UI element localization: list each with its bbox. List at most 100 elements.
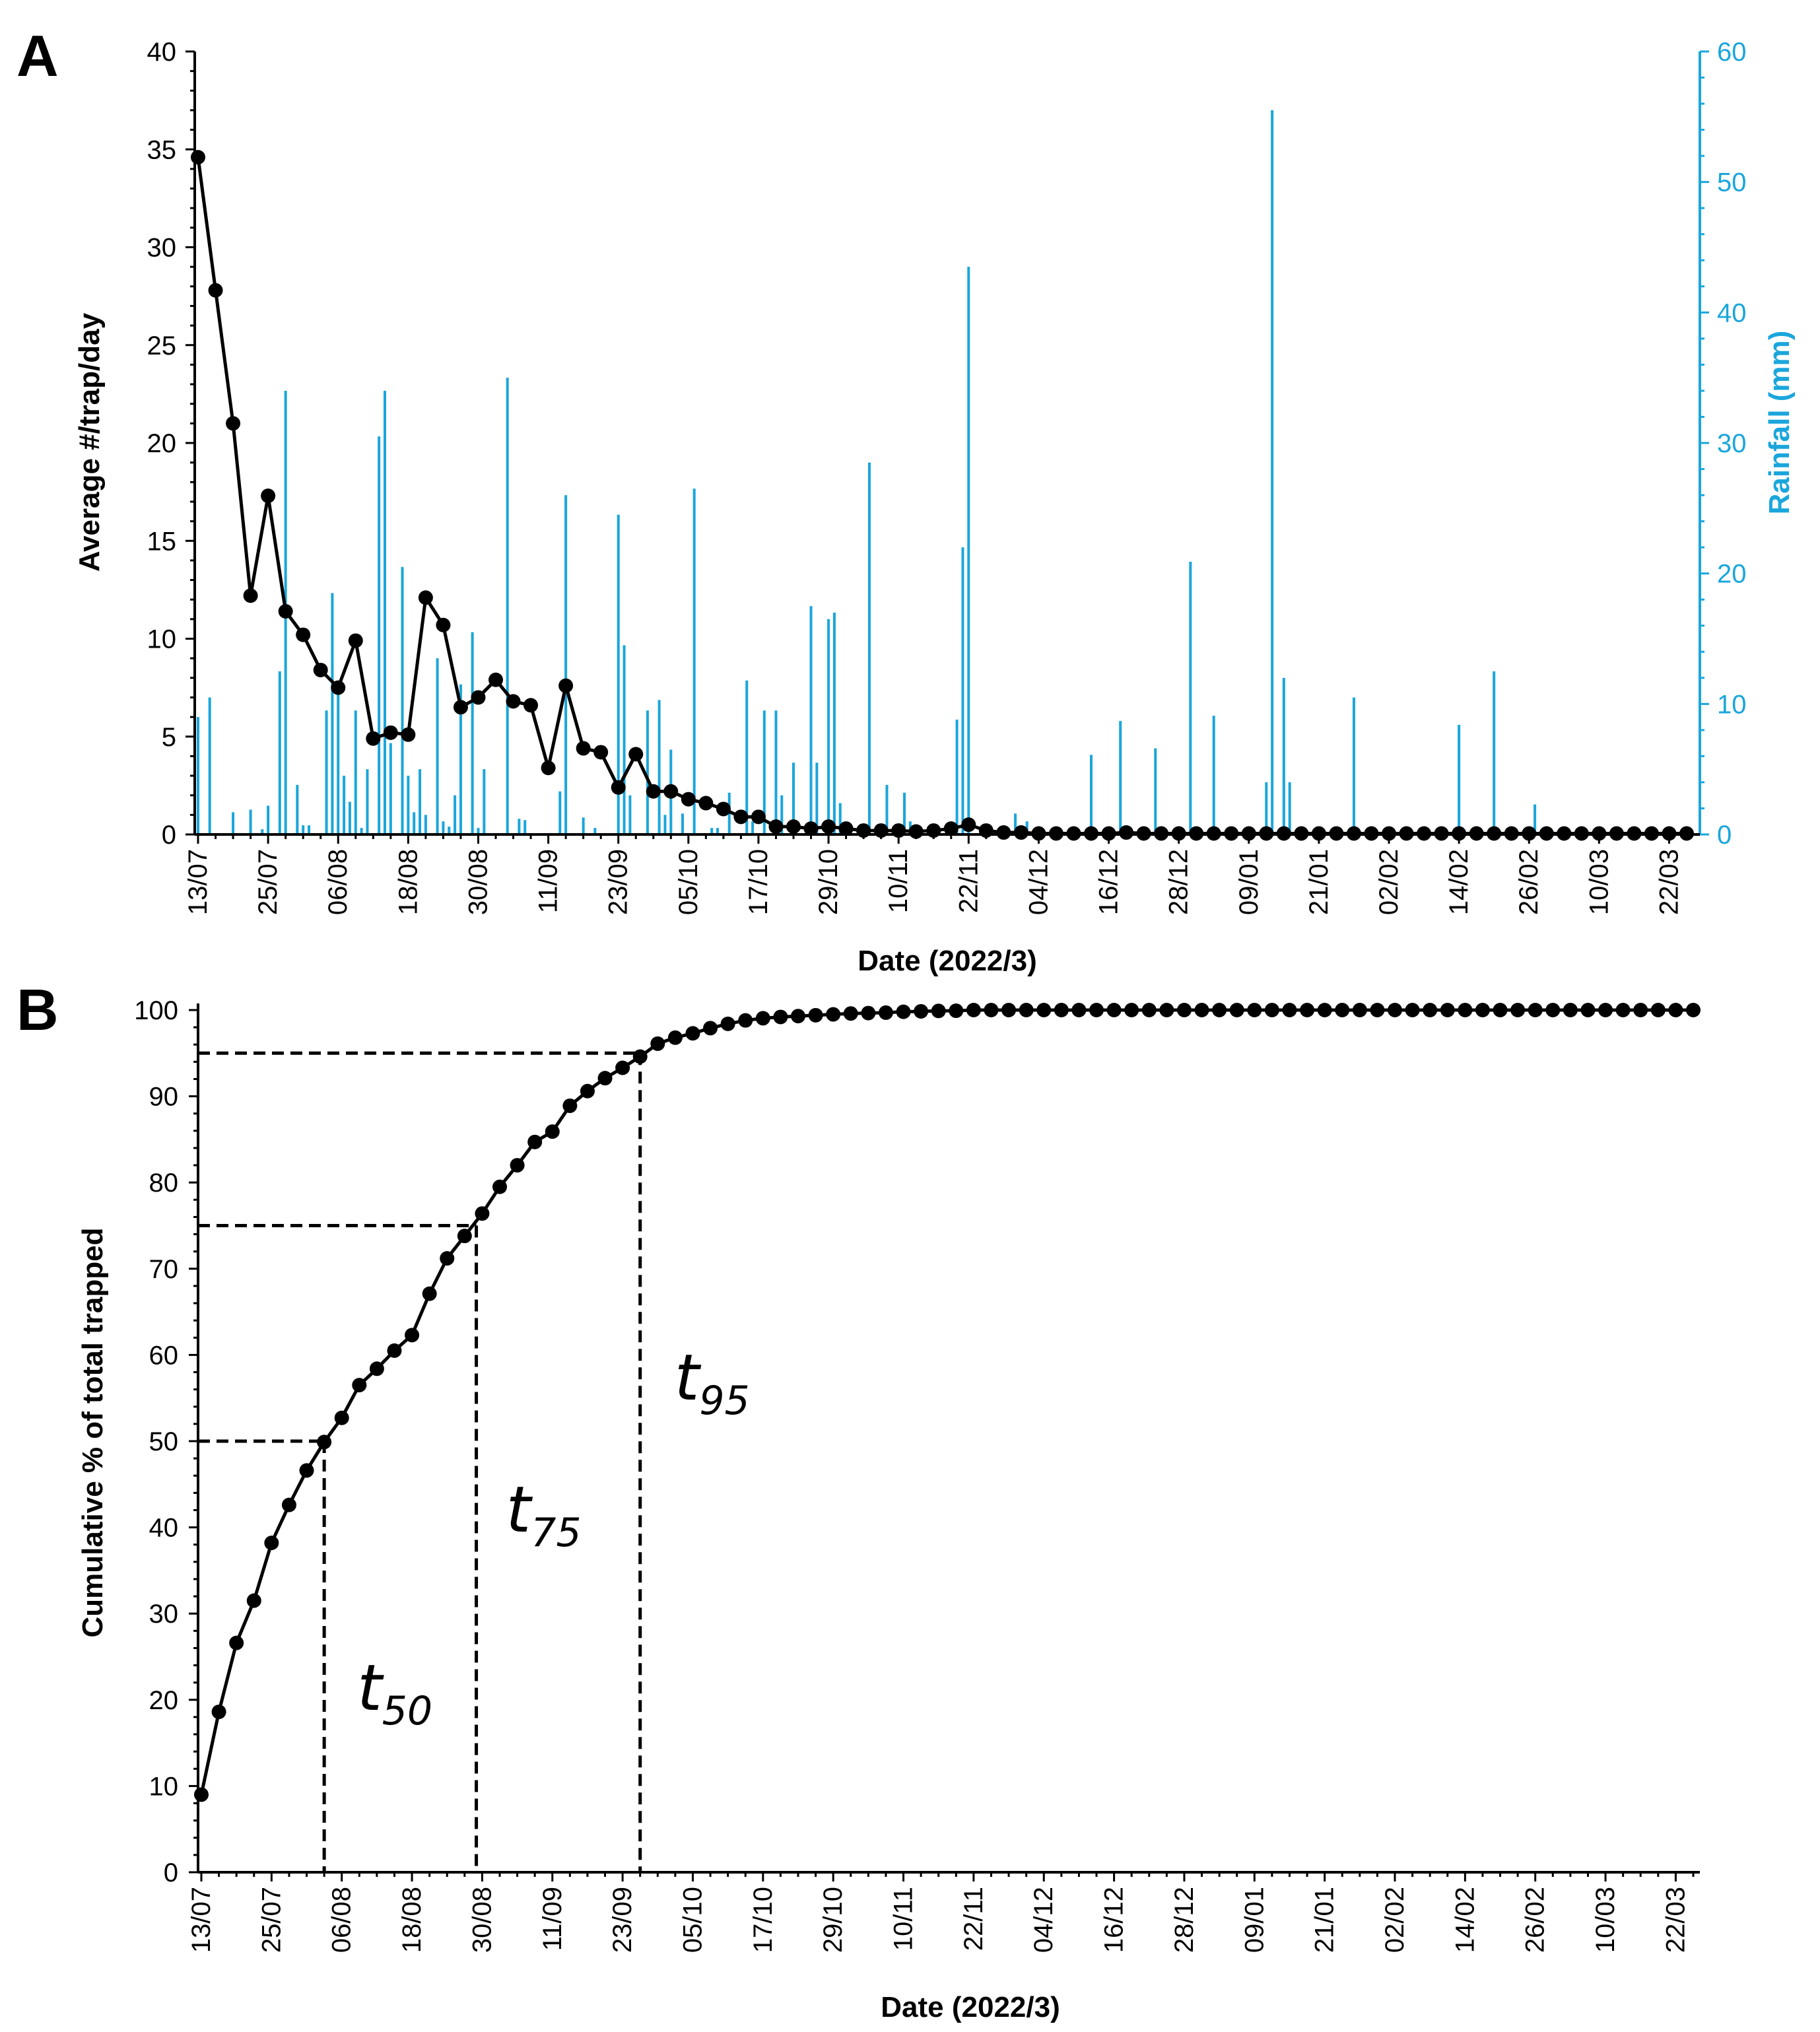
trap-average-point <box>1311 826 1326 841</box>
rainfall-bar <box>1288 782 1291 834</box>
rainfall-bar <box>471 632 474 834</box>
rainfall-bar <box>442 821 445 834</box>
rainfall-bar <box>617 514 620 834</box>
x-tick-label: 13/07 <box>187 1887 216 1953</box>
x-tick-label: 10/03 <box>1584 849 1613 915</box>
cumulative-point <box>1124 1003 1139 1017</box>
cumulative-point <box>352 1378 367 1393</box>
rainfall-bar <box>407 776 410 834</box>
trap-average-point <box>243 588 258 603</box>
y-tick-label: 30 <box>149 1600 179 1629</box>
trap-average-point <box>191 150 205 165</box>
x-ticks-b: 13/07 25/07 06/08 18/08 30/08 11/09 23/09 05/10… <box>187 1872 1695 1953</box>
rainfall-bar <box>308 825 311 834</box>
x-tick-label: 22/11 <box>954 849 983 913</box>
rainfall-bar <box>424 815 427 834</box>
trap-average-point <box>296 627 311 642</box>
y-ticks-b: 0 10 20 30 40 50 60 70 80 90 100 <box>134 996 198 1887</box>
trap-average-point <box>208 283 223 298</box>
t-symbol: t <box>675 1341 702 1415</box>
x-tick-label: 11/09 <box>538 1887 567 1951</box>
rainfall-bar <box>197 717 199 834</box>
rainfall-bar <box>383 390 386 834</box>
trap-average-point <box>908 824 924 839</box>
trap-average-point <box>716 801 731 817</box>
panel-a: A 0 5 10 15 20 25 30 35 40 0 10 20 30 40 50 60 13/07 25… <box>17 23 1796 977</box>
trap-average-point <box>418 590 433 605</box>
panel-a-label: A <box>17 23 59 88</box>
rainfall-bar <box>1271 110 1274 835</box>
cumulative-point <box>1580 1003 1596 1017</box>
x-tick-label: 28/12 <box>1170 1887 1199 1953</box>
rainfall-bar <box>389 743 392 834</box>
trap-average-point <box>803 821 819 836</box>
trap-average-point <box>768 819 784 834</box>
cumulative-point <box>931 1003 946 1019</box>
y-tick-label: 70 <box>149 1255 179 1284</box>
rainfall-bar <box>885 784 889 834</box>
trap-average-line <box>196 156 1687 836</box>
trap-average-point <box>1679 826 1694 841</box>
rainfall-bar <box>1189 561 1192 834</box>
cumulative-point <box>843 1006 858 1021</box>
x-tick-label: 18/08 <box>393 849 422 915</box>
cumulative-point <box>1633 1003 1648 1017</box>
trap-average-point <box>698 796 714 811</box>
cumulative-point <box>720 1016 735 1031</box>
x-tick-label: 09/01 <box>1234 849 1264 915</box>
x-tick-label: 11/09 <box>534 849 563 913</box>
trap-average-point <box>313 662 328 677</box>
cumulative-point <box>667 1030 683 1045</box>
rainfall-bar <box>815 762 819 834</box>
trap-average-point <box>1487 826 1502 841</box>
rainfall-bar <box>261 829 264 834</box>
trap-average-point <box>663 784 679 799</box>
rainfall-bar <box>628 795 632 834</box>
rainfall-bar <box>623 645 626 834</box>
cumulative-point <box>1388 1003 1402 1017</box>
x-tick-label: 10/11 <box>889 1887 918 1951</box>
x-tick-label: 29/10 <box>814 849 843 915</box>
cumulative-point <box>405 1328 420 1343</box>
trap-average-point <box>348 633 363 648</box>
trap-average-point <box>558 678 574 693</box>
x-tick-label: 25/07 <box>257 1887 286 1953</box>
trap-average-point <box>733 809 749 825</box>
cumulative-point <box>440 1251 455 1266</box>
cumulative-point <box>422 1286 437 1301</box>
trap-average-point <box>436 617 451 632</box>
trap-average-point <box>226 416 241 431</box>
rainfall-ticks: 0 10 20 30 40 50 60 <box>1700 38 1747 850</box>
panel-b: B 0 10 20 30 40 50 60 70 80 90 100 13/07 25/07 06/08… <box>17 977 1701 2023</box>
cumulative-point <box>949 1003 964 1019</box>
cumulative-point <box>1528 1003 1543 1017</box>
trap-average-point <box>278 603 293 619</box>
cumulative-point <box>632 1049 648 1064</box>
y-tick-label: 80 <box>149 1168 179 1198</box>
rainfall-tick-label: 20 <box>1717 560 1747 589</box>
x-tick-label: 23/09 <box>608 1887 637 1953</box>
rainfall-bar <box>518 819 521 834</box>
rainfall-bar <box>419 769 422 834</box>
cumulative-point <box>914 1003 929 1019</box>
rainfall-bar <box>1352 697 1355 834</box>
trap-average-point <box>961 817 976 832</box>
trap-average-series <box>191 150 1694 841</box>
cumulative-point <box>211 1705 226 1720</box>
trap-average-point <box>1539 826 1554 841</box>
rainfall-bar <box>751 821 755 834</box>
cumulative-point <box>878 1005 893 1020</box>
x-tick-label: 17/10 <box>744 849 773 915</box>
y-tick-label: 40 <box>149 1514 179 1543</box>
cumulative-point <box>562 1098 578 1113</box>
y-tick-label: 20 <box>149 1686 179 1715</box>
cumulative-series <box>194 1003 1701 1802</box>
x-tick-label: 26/02 <box>1514 849 1543 915</box>
trap-average-point <box>1522 826 1537 841</box>
rainfall-bar <box>955 720 959 834</box>
t50-label: t50 <box>357 1651 432 1734</box>
cumulative-point <box>492 1179 507 1194</box>
y-tick-label: 35 <box>147 135 177 164</box>
x-tick-label: 22/03 <box>1654 849 1683 915</box>
